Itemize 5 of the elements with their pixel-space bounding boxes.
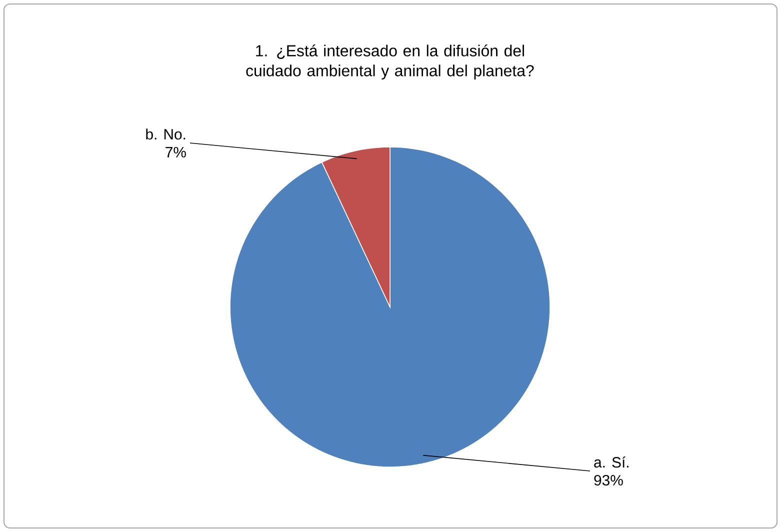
slice-label: b. No. — [146, 128, 186, 140]
data-label: 7% — [166, 146, 186, 158]
data-label: 93% — [594, 474, 623, 486]
chart-title: 1. ¿Está interesado en la difusión del cuidado ambiental y animal del planeta? — [246, 44, 534, 80]
slice-label: a. Sí. — [594, 456, 628, 468]
